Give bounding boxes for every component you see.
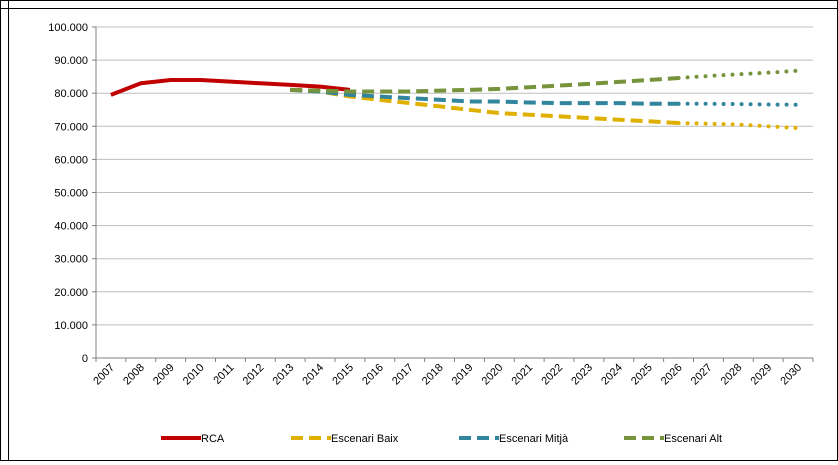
x-tick-label: 2021: [510, 362, 536, 388]
x-axis-ticks: 2007 2008 2009 2010 2011 2012 2013 2014 2015 2016…: [91, 358, 814, 388]
y-axis-ticks: 0 10.000 20.000 30.000 40.000 50.000 60.000 70.…: [48, 22, 96, 365]
y-tick-label: 60.000: [54, 154, 88, 166]
x-tick-label: 2015: [330, 362, 356, 388]
series-dotted-escenari-alt: [676, 68, 801, 80]
grid-lines: [96, 26, 813, 359]
series-lines: [110, 68, 801, 130]
y-tick-label: 80.000: [54, 88, 88, 100]
x-tick-label: 2017: [390, 362, 416, 388]
x-tick-label: 2029: [749, 362, 775, 388]
y-tick-label: 100.000: [48, 22, 88, 34]
x-tick-label: 2014: [300, 362, 326, 388]
legend: RCA Escenari Baix Escenari Mitjà Escenari A…: [161, 433, 722, 445]
x-tick-label: 2028: [719, 362, 745, 388]
series-line-escenari-mitj-: [290, 87, 679, 106]
x-tick-label: 2009: [151, 362, 177, 388]
x-tick-label: 2025: [629, 362, 655, 388]
x-tick-label: 2012: [241, 362, 267, 388]
x-tick-label: 2013: [271, 362, 297, 388]
x-tick-label: 2020: [480, 362, 506, 388]
series-line-rca: [110, 78, 351, 97]
x-tick-label: 2018: [420, 362, 446, 388]
x-tick-label: 2023: [569, 362, 595, 388]
series-dotted-escenari-mitj-: [676, 101, 801, 107]
legend-label: RCA: [201, 433, 225, 445]
frame-top-border: [0, 0, 838, 9]
y-tick-label: 20.000: [54, 287, 88, 299]
legend-label: Escenari Alt: [664, 433, 722, 445]
series-line-escenari-alt: [290, 76, 679, 94]
x-tick-label: 2010: [181, 362, 207, 388]
x-tick-label: 2007: [91, 362, 117, 388]
y-tick-label: 0: [82, 353, 88, 365]
y-tick-label: 90.000: [54, 55, 88, 67]
x-tick-label: 2030: [778, 362, 804, 388]
y-tick-label: 50.000: [54, 188, 88, 200]
x-tick-label: 2022: [539, 362, 565, 388]
x-tick-label: 2026: [659, 362, 685, 388]
x-tick-label: 2016: [360, 362, 386, 388]
legend-label: Escenari Baix: [331, 433, 399, 445]
x-tick-label: 2011: [211, 362, 236, 387]
series-dotted-escenari-baix: [676, 121, 801, 130]
y-tick-label: 30.000: [54, 254, 88, 266]
y-tick-label: 10.000: [54, 320, 88, 332]
x-tick-label: 2008: [121, 362, 147, 388]
x-tick-label: 2027: [689, 362, 715, 388]
legend-label: Escenari Mitjà: [499, 433, 569, 445]
y-tick-label: 40.000: [54, 221, 88, 233]
x-tick-label: 2024: [599, 362, 625, 388]
y-tick-label: 70.000: [54, 121, 88, 133]
x-tick-label: 2019: [450, 362, 476, 388]
frame-left-border: [0, 0, 9, 461]
